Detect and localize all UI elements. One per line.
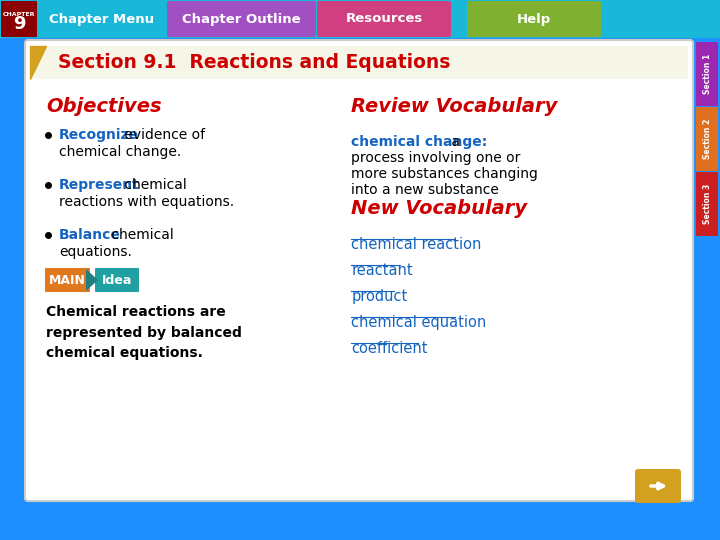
Text: Represent: Represent [59, 178, 140, 192]
Text: Section 1: Section 1 [703, 54, 711, 94]
Text: Section 3: Section 3 [703, 184, 711, 224]
Polygon shape [30, 46, 46, 79]
FancyBboxPatch shape [25, 40, 693, 501]
Text: chemical: chemical [120, 178, 187, 192]
Text: Objectives: Objectives [46, 98, 161, 117]
Text: Resources: Resources [346, 12, 423, 25]
Text: MAIN: MAIN [48, 273, 86, 287]
FancyBboxPatch shape [696, 172, 718, 236]
Text: equations.: equations. [59, 245, 132, 259]
Text: into a new substance: into a new substance [351, 183, 499, 197]
Text: CHAPTER: CHAPTER [3, 11, 35, 17]
Text: chemical change:: chemical change: [351, 135, 487, 149]
FancyBboxPatch shape [1, 1, 37, 37]
FancyBboxPatch shape [95, 268, 139, 292]
Text: chemical change.: chemical change. [59, 145, 181, 159]
Text: Idea: Idea [102, 273, 132, 287]
Text: Section 2: Section 2 [703, 119, 711, 159]
Text: Review Vocabulary: Review Vocabulary [351, 98, 557, 117]
FancyBboxPatch shape [696, 42, 718, 106]
Text: Chemical reactions are
represented by balanced
chemical equations.: Chemical reactions are represented by ba… [46, 305, 242, 360]
Text: product: product [351, 289, 408, 304]
Text: a: a [447, 135, 460, 149]
Text: Chapter Outline: Chapter Outline [182, 12, 301, 25]
Text: 9: 9 [13, 15, 25, 33]
Text: chemical: chemical [107, 228, 174, 242]
Text: New Vocabulary: New Vocabulary [351, 199, 527, 219]
Text: reactions with equations.: reactions with equations. [59, 195, 234, 209]
FancyBboxPatch shape [0, 0, 720, 38]
FancyBboxPatch shape [696, 107, 718, 171]
Text: reactant: reactant [351, 263, 413, 278]
Text: Balance: Balance [59, 228, 121, 242]
Text: process involving one or: process involving one or [351, 151, 521, 165]
Text: Help: Help [517, 12, 551, 25]
Text: Recognize: Recognize [59, 128, 139, 142]
FancyBboxPatch shape [45, 268, 90, 292]
Text: Section 9.1  Reactions and Equations: Section 9.1 Reactions and Equations [58, 52, 451, 71]
Text: Chapter Menu: Chapter Menu [49, 12, 154, 25]
Polygon shape [86, 269, 98, 291]
FancyBboxPatch shape [167, 1, 316, 37]
Text: chemical equation: chemical equation [351, 315, 487, 330]
FancyBboxPatch shape [467, 1, 601, 37]
FancyBboxPatch shape [30, 46, 688, 79]
FancyBboxPatch shape [635, 469, 681, 503]
FancyBboxPatch shape [317, 1, 451, 37]
Text: coefficient: coefficient [351, 341, 428, 356]
Text: chemical reaction: chemical reaction [351, 237, 482, 252]
Text: evidence of: evidence of [120, 128, 205, 142]
Text: more substances changing: more substances changing [351, 167, 538, 181]
FancyBboxPatch shape [37, 1, 166, 37]
